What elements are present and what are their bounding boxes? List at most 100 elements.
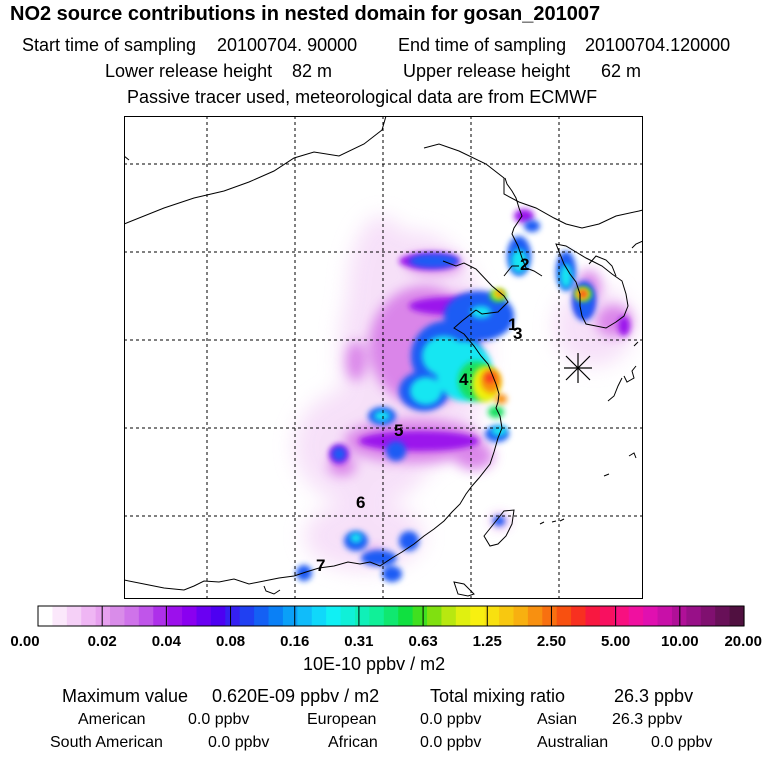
colorbar-swatch [729,606,745,626]
colorbar-swatch [153,606,169,626]
colorbar-swatch [268,606,284,626]
colorbar-swatch [340,606,356,626]
colorbar-swatch [383,606,399,626]
south-american-value: 0.0 ppbv [208,734,270,751]
colorbar-swatch [196,606,212,626]
colorbar-tick-label: 10.00 [661,633,699,650]
colorbar-swatch [427,606,443,626]
colorbar-swatch [499,606,515,626]
colorbar-swatch [282,606,298,626]
colorbar-swatch [542,606,558,626]
colorbar-swatch [556,606,572,626]
total-mixing-ratio-value: 26.3 ppbv [614,686,694,706]
colorbar-swatch [326,606,342,626]
colorbar-swatch [66,606,82,626]
colorbar-swatch [81,606,97,626]
colorbar-tick-label: 20.00 [724,633,762,650]
colorbar-tick-labels: 0.00 0.02 0.04 0.08 0.16 0.31 0.63 1.25 2.50 5.00… [10,633,762,650]
region-label-4: 4 [459,370,469,389]
colorbar-swatch [369,606,385,626]
colorbar-swatch [412,606,428,626]
receptor-asterisk-icon [564,353,592,383]
start-time-value: 20100704. 90000 [217,35,358,55]
colorbar-swatch [138,606,154,626]
australian-value: 0.0 ppbv [651,734,713,751]
colorbar-tick-label: 5.00 [601,633,630,650]
colorbar-swatch [700,606,716,626]
region-label-6: 6 [356,493,365,512]
colorbar-swatch [513,606,529,626]
colorbar-tick-label: 0.16 [280,633,309,650]
american-value: 0.0 ppbv [188,711,250,728]
colorbar-tick-label: 0.02 [88,633,117,650]
region-label-1: 1 [508,315,517,334]
south-american-label: South American [50,734,163,751]
colorbar-swatch [585,606,601,626]
colorbar-units: 10E-10 ppbv / m2 [303,654,446,674]
total-mixing-ratio-label: Total mixing ratio [430,686,566,706]
region-label-5: 5 [394,421,403,440]
region-label-7: 7 [316,556,325,575]
colorbar-tick-label: 0.04 [152,633,182,650]
lower-release-height-value: 82 m [292,61,333,81]
colorbar-swatch [643,606,659,626]
colorbar-swatch [311,606,327,626]
colorbar-swatch [614,606,630,626]
colorbar-tick-label: 0.31 [344,633,373,650]
african-value: 0.0 ppbv [420,734,482,751]
colorbar-swatch [441,606,457,626]
region-label-2: 2 [520,255,529,274]
region-label-3: 3 [513,324,522,343]
page-title: NO2 source contributions in nested domai… [10,3,601,25]
european-value: 0.0 ppbv [420,711,482,728]
colorbar-swatch [571,606,587,626]
colorbar-tick-label: 2.50 [537,633,566,650]
european-label: European [307,711,377,728]
lat-lon-grid [124,116,643,599]
colorbar-swatch [254,606,270,626]
colorbar-swatch [715,606,731,626]
max-value-label: Maximum value [62,686,189,706]
colorbar-swatches [38,606,745,626]
colorbar-tick-label: 0.08 [216,633,245,650]
contribution-map: 1 2 3 4 5 6 7 [124,116,643,599]
colorbar-tick-label: 1.25 [473,633,502,650]
coastlines [124,116,643,597]
colorbar-swatch [628,606,644,626]
colorbar-swatch [124,606,140,626]
start-time-label: Start time of sampling [22,35,197,55]
colorbar-swatch [38,606,54,626]
upper-release-height-value: 62 m [601,61,642,81]
colorbar-swatch [398,606,414,626]
colorbar-swatch [484,606,500,626]
colorbar-swatch [354,606,370,626]
end-time-value: 20100704.120000 [585,35,731,55]
end-time-label: End time of sampling [398,35,567,55]
colorbar-swatch [470,606,486,626]
max-value: 0.620E-09 ppbv / m2 [212,686,380,706]
asian-value: 26.3 ppbv [612,711,683,728]
colorbar-swatch [210,606,226,626]
american-label: American [78,711,146,728]
african-label: African [328,734,378,751]
concentration-field [294,209,634,582]
colorbar-swatch [225,606,241,626]
colorbar-swatch [599,606,615,626]
tracer-note: Passive tracer used, meteorological data… [127,87,598,107]
lower-release-height-label: Lower release height [105,61,273,81]
colorbar-swatch [455,606,471,626]
colorbar-tick-label: 0.63 [408,633,437,650]
upper-release-height-label: Upper release height [403,61,571,81]
colorbar-swatch [52,606,68,626]
australian-label: Australian [537,734,609,751]
colorbar-swatch [527,606,543,626]
colorbar-swatch [239,606,255,626]
asian-label: Asian [537,711,578,728]
colorbar-swatch [182,606,198,626]
colorbar-swatch [657,606,673,626]
colorbar-swatch [167,606,183,626]
colorbar: 0.00 0.02 0.04 0.08 0.16 0.31 0.63 1.25 2.50 5.00… [10,605,762,650]
map-frame [124,116,643,599]
colorbar-swatch [95,606,111,626]
colorbar-swatch [110,606,126,626]
